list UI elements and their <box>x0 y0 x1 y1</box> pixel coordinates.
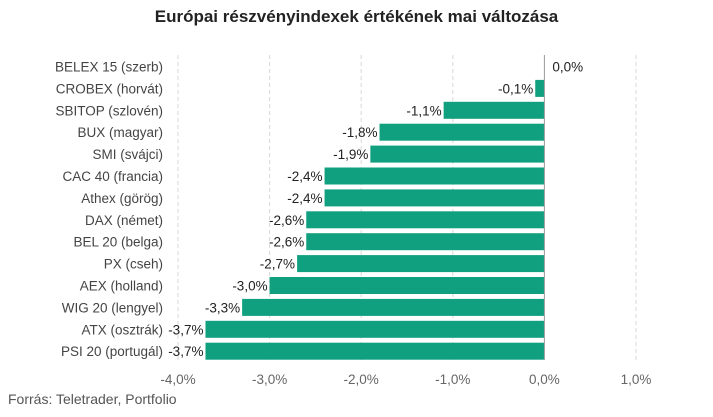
bar <box>306 211 545 229</box>
category-label: CROBEX (horvát) <box>56 81 163 96</box>
chart-title: Európai részvényindexek értékének mai vá… <box>154 7 559 26</box>
category-label: PSI 20 (portugál) <box>61 344 163 359</box>
data-label: -2,4% <box>287 169 322 184</box>
x-tick-label: -2,0% <box>344 372 379 387</box>
data-label: -3,7% <box>168 322 203 337</box>
data-label: -3,3% <box>205 300 240 315</box>
data-label: -1,8% <box>342 125 377 140</box>
data-label: -1,1% <box>406 103 441 118</box>
bar <box>324 189 545 207</box>
data-label: -3,7% <box>168 344 203 359</box>
data-label: -2,6% <box>269 213 304 228</box>
x-tick-label: -4,0% <box>160 372 195 387</box>
data-label: -2,7% <box>260 257 295 272</box>
bar <box>205 342 545 360</box>
data-label: -1,9% <box>333 147 368 162</box>
bar <box>324 167 545 185</box>
category-label: WIG 20 (lengyel) <box>62 300 163 315</box>
category-label: SBITOP (szlovén) <box>55 103 163 118</box>
category-label: BEL 20 (belga) <box>73 235 163 250</box>
bar <box>242 298 545 316</box>
bar <box>306 233 545 251</box>
bar <box>370 145 545 163</box>
category-label: PX (cseh) <box>104 257 163 272</box>
x-tick-label: -1,0% <box>435 372 470 387</box>
data-label: 0,0% <box>552 60 583 75</box>
category-label: CAC 40 (francia) <box>62 169 163 184</box>
bar <box>443 101 545 119</box>
bar <box>297 255 545 273</box>
bar <box>535 79 545 97</box>
source-note: Forrás: Teletrader, Portfolio <box>8 391 177 407</box>
x-tick-label: 0,0% <box>529 372 560 387</box>
bar <box>379 123 545 141</box>
bar <box>205 320 545 338</box>
category-label: BUX (magyar) <box>77 125 163 140</box>
category-label: DAX (német) <box>85 213 163 228</box>
category-label: SMI (svájci) <box>93 147 164 162</box>
category-label: AEX (holland) <box>80 279 163 294</box>
data-label: -3,0% <box>232 279 267 294</box>
category-label: BELEX 15 (szerb) <box>55 60 163 75</box>
x-tick-label: -3,0% <box>252 372 287 387</box>
x-tick-label: 1,0% <box>621 372 652 387</box>
category-label: Athex (görög) <box>81 191 163 206</box>
category-label: ATX (osztrák) <box>81 322 163 337</box>
bar <box>269 277 545 294</box>
data-label: -0,1% <box>498 81 533 96</box>
data-label: -2,4% <box>287 191 322 206</box>
data-label: -2,6% <box>269 235 304 250</box>
